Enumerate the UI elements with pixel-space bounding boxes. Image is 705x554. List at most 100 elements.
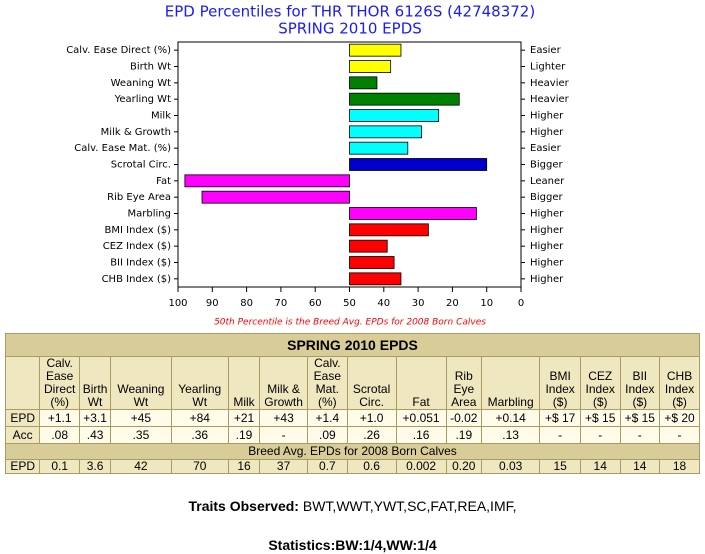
right-label: Heavier	[530, 78, 570, 89]
x-tick-label: 90	[206, 298, 219, 309]
table-cell: .16	[395, 426, 447, 444]
right-label: Bigger	[530, 160, 563, 171]
right-label: Easier	[530, 45, 562, 56]
right-label: Leaner	[530, 176, 565, 187]
stats-label: Statistics:	[268, 537, 336, 553]
table-cell: .09	[307, 426, 348, 444]
right-label: Heavier	[530, 94, 570, 105]
right-label: Higher	[530, 127, 564, 138]
table-cell: 14	[579, 459, 621, 474]
bar	[201, 190, 350, 204]
y-tick-label: Birth Wt	[130, 62, 171, 73]
right-label: Higher	[530, 241, 564, 252]
y-tick-label: Yearling Wt	[114, 94, 171, 105]
stats-line: Statistics:BW:1/4,WW:1/4	[0, 537, 705, 553]
table-cell: 18	[659, 459, 700, 474]
column-header: Milk & Growth	[259, 356, 309, 410]
column-header: CEZ Index ($)	[579, 356, 621, 410]
table-cell: +0.14	[480, 409, 541, 427]
y-tick-label: Weaning Wt	[111, 78, 171, 89]
x-tick-label: 10	[480, 298, 493, 309]
table-cell: -	[619, 426, 661, 444]
traits-label: Traits Observed:	[188, 498, 299, 514]
column-header: Yearling Wt	[170, 356, 229, 410]
table-cell: 37	[259, 459, 309, 474]
column-header: CHB Index ($)	[659, 356, 700, 410]
table-cell: 14	[619, 459, 661, 474]
bar	[349, 125, 422, 139]
table-cell: +1.1	[39, 409, 80, 427]
x-tick-label: 40	[377, 298, 390, 309]
table-row: EPD +1.1 +3.1 +45 +84 +21 +43 +1.4 +1.0 +0.051 -0.…	[4, 409, 700, 427]
corner-cell	[4, 356, 41, 410]
y-tick-label: CHB Index ($)	[102, 274, 172, 285]
column-header: Birth Wt	[78, 356, 112, 410]
column-header: Rib Eye Area	[445, 356, 482, 410]
traits-value: BWT,WWT,YWT,SC,FAT,REA,IMF,	[302, 498, 517, 514]
table-cell: .08	[39, 426, 80, 444]
table-cell: .19	[227, 426, 261, 444]
right-label: Lighter	[530, 62, 566, 73]
x-tick-label: 100	[168, 298, 187, 309]
x-tick-label: 50	[343, 298, 356, 309]
bar	[349, 239, 388, 253]
table-cell: +$ 20	[659, 409, 700, 427]
column-header: BMI Index ($)	[539, 356, 581, 410]
table-cell: 15	[539, 459, 581, 474]
table-row: Breed Avg. EPDs for 2008 Born Calves	[5, 443, 700, 460]
table-cell: +0.051	[395, 409, 447, 427]
table-cell: -	[539, 426, 581, 444]
right-label: Higher	[530, 225, 564, 236]
table-cell: +1.4	[307, 409, 348, 427]
column-header: Scrotal Circ.	[346, 356, 397, 410]
table-cell: +$ 15	[619, 409, 661, 427]
table-cell: 70	[170, 459, 229, 474]
table-cell: +3.1	[78, 409, 112, 427]
bar	[349, 92, 460, 106]
x-tick-label: 20	[446, 298, 459, 309]
y-tick-label: Fat	[156, 176, 171, 187]
y-tick-label: CEZ Index ($)	[103, 241, 171, 252]
traits-line: Traits Observed: BWT,WWT,YWT,SC,FAT,REA,…	[0, 498, 705, 514]
table-title: SPRING 2010 EPDS	[5, 333, 700, 357]
column-header: Fat	[395, 356, 447, 410]
column-header: Calv. Ease Mat. (%)	[307, 356, 348, 410]
row-label: EPD	[4, 409, 41, 427]
table-row: EPD 0.1 3.6 42 70 16 37 0.7 0.6 0.002 0.20 0.03 15 14…	[4, 459, 700, 474]
bar	[349, 43, 402, 57]
table-row: Acc .08.43.35.36.19- .09.26.16.19.13- - - -	[4, 426, 700, 444]
table-cell: .19	[445, 426, 482, 444]
right-label: Higher	[530, 111, 564, 122]
y-tick-label: BMI Index ($)	[105, 225, 172, 236]
table-cell: +43	[259, 409, 309, 427]
bar	[349, 256, 395, 269]
table-row: Calv. Ease Direct (%) Birth Wt Weaning Wt Y…	[4, 356, 700, 410]
table-cell: 0.7	[307, 459, 348, 474]
table-cell: 3.6	[78, 459, 112, 474]
table-cell: .26	[346, 426, 397, 444]
x-tick-label: 0	[518, 298, 524, 309]
x-tick-label: 60	[309, 298, 322, 309]
column-header: Marbling	[480, 356, 541, 410]
y-tick-label: Milk	[151, 111, 171, 122]
bar	[349, 141, 409, 155]
column-header: BII Index ($)	[619, 356, 661, 410]
right-label: Higher	[530, 274, 564, 285]
table-cell: +45	[110, 409, 172, 427]
table-cell: 0.6	[346, 459, 397, 474]
bar	[349, 109, 440, 122]
x-tick-label: 80	[240, 298, 253, 309]
chart: EPD Percentiles for THR THOR 6126S (4274…	[66, 3, 570, 328]
table-cell: 0.03	[480, 459, 541, 474]
row-label: EPD	[4, 459, 41, 474]
breed-title: Breed Avg. EPDs for 2008 Born Calves	[5, 443, 700, 460]
y-tick-label: Calv. Ease Mat. (%)	[74, 143, 171, 154]
x-tick-label: 70	[275, 298, 288, 309]
x-tick-label: 30	[412, 298, 425, 309]
bar	[184, 174, 350, 188]
table-cell: -	[259, 426, 309, 444]
right-label: Bigger	[530, 192, 563, 203]
right-label: Higher	[530, 258, 564, 269]
table-row: SPRING 2010 EPDS	[5, 333, 700, 357]
